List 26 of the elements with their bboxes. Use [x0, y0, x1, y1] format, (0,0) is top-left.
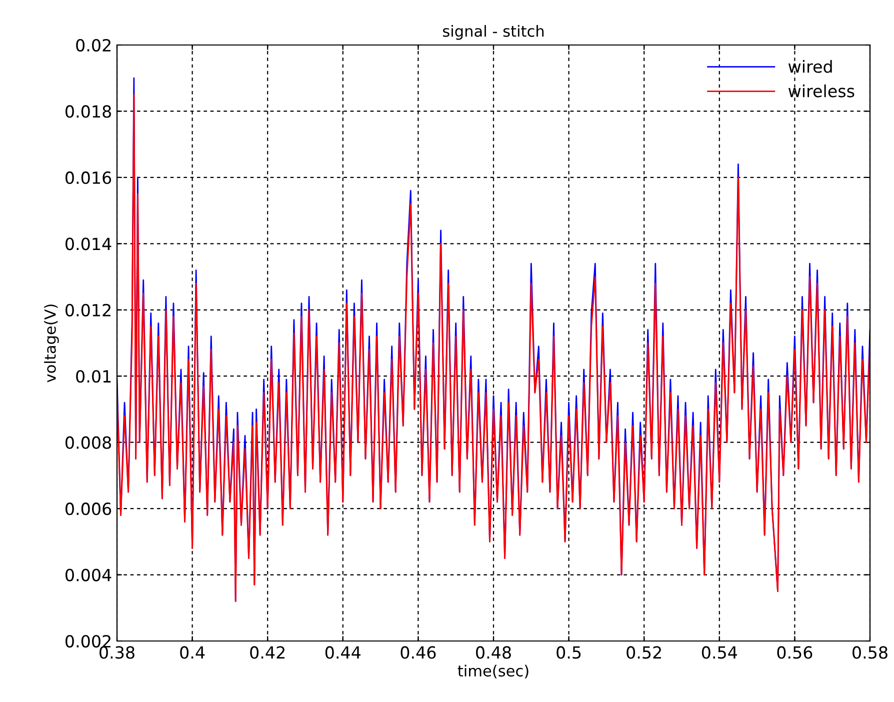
- y-tick-label: 0.006: [66, 502, 112, 516]
- x-tick-label: 0.44: [325, 646, 361, 659]
- legend-label: wired: [788, 60, 832, 73]
- y-tick-label: 0.02: [76, 38, 110, 52]
- x-tick-label: 0.38: [100, 646, 134, 659]
- x-tick-label: 0.5: [556, 646, 581, 659]
- x-tick-label: 0.52: [626, 646, 661, 659]
- legend-label: wireless: [788, 84, 854, 98]
- y-tick-label: 0.004: [66, 568, 112, 582]
- y-tick-label: 0.018: [66, 105, 111, 118]
- x-tick-label: 0.54: [702, 646, 738, 659]
- x-tick-label: 0.42: [250, 646, 284, 659]
- y-tick-label: 0.014: [66, 238, 112, 250]
- y-tick-label: 0.002: [66, 634, 110, 648]
- x-tick-label: 0.48: [476, 646, 511, 659]
- x-tick-label: 0.46: [400, 646, 436, 659]
- y-tick-label: 0.008: [66, 436, 111, 449]
- chart-title: signal - stitch: [442, 25, 544, 40]
- y-tick-label: 0.01: [76, 370, 111, 383]
- x-tick-label: 0.4: [180, 646, 205, 659]
- y-tick-label: 0.016: [66, 171, 112, 184]
- x-axis-title: time(sec): [458, 664, 528, 678]
- x-tick-label: 0.56: [777, 646, 812, 659]
- x-tick-label: 0.58: [852, 646, 888, 659]
- y-axis-title: voltage(V): [44, 304, 59, 382]
- y-tick-label: 0.012: [66, 304, 110, 316]
